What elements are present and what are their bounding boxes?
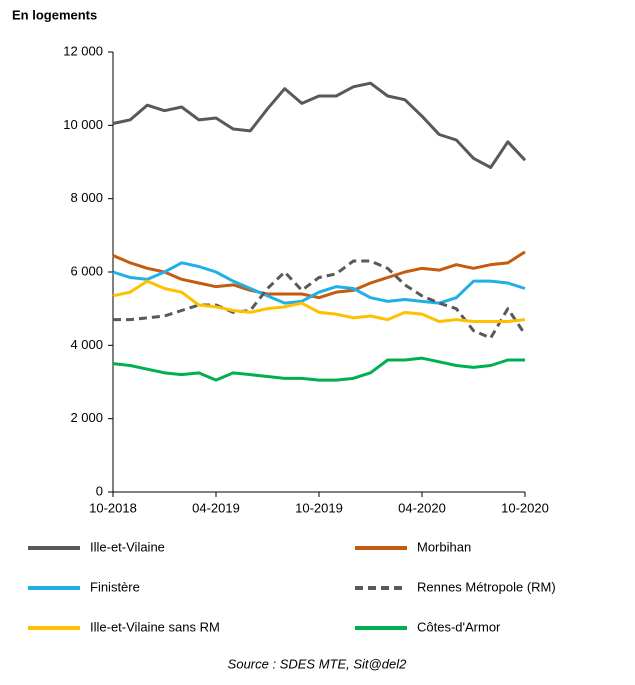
x-tick-label: 04-2019 <box>192 500 240 515</box>
x-tick-label: 10-2018 <box>89 500 137 515</box>
y-axis-label: En logements <box>12 7 97 22</box>
x-tick-label: 04-2020 <box>398 500 446 515</box>
y-tick-label: 0 <box>96 483 103 498</box>
y-tick-label: 2 000 <box>70 410 103 425</box>
y-tick-label: 12 000 <box>63 43 103 58</box>
legend-label: Ille-et-Vilaine sans RM <box>90 619 220 634</box>
y-tick-label: 4 000 <box>70 337 103 352</box>
series-line <box>113 259 527 340</box>
legend-label: Rennes Métropole (RM) <box>417 579 556 594</box>
legend-label: Côtes-d'Armor <box>417 619 501 634</box>
source: Source : SDES MTE, Sit@del2 <box>228 656 407 671</box>
series-line <box>112 356 525 382</box>
series-line <box>112 279 526 323</box>
y-tick-label: 8 000 <box>70 190 103 205</box>
series-line <box>112 81 527 169</box>
y-tick-label: 6 000 <box>70 263 103 278</box>
series-line <box>112 261 526 305</box>
legend-label: Finistère <box>90 579 140 594</box>
x-tick-label: 10-2019 <box>295 500 343 515</box>
series-line <box>112 250 526 300</box>
legend-label: Morbihan <box>417 539 471 554</box>
x-tick-label: 10-2020 <box>501 500 549 515</box>
y-tick-label: 10 000 <box>63 117 103 132</box>
legend-label: Ille-et-Vilaine <box>90 539 165 554</box>
